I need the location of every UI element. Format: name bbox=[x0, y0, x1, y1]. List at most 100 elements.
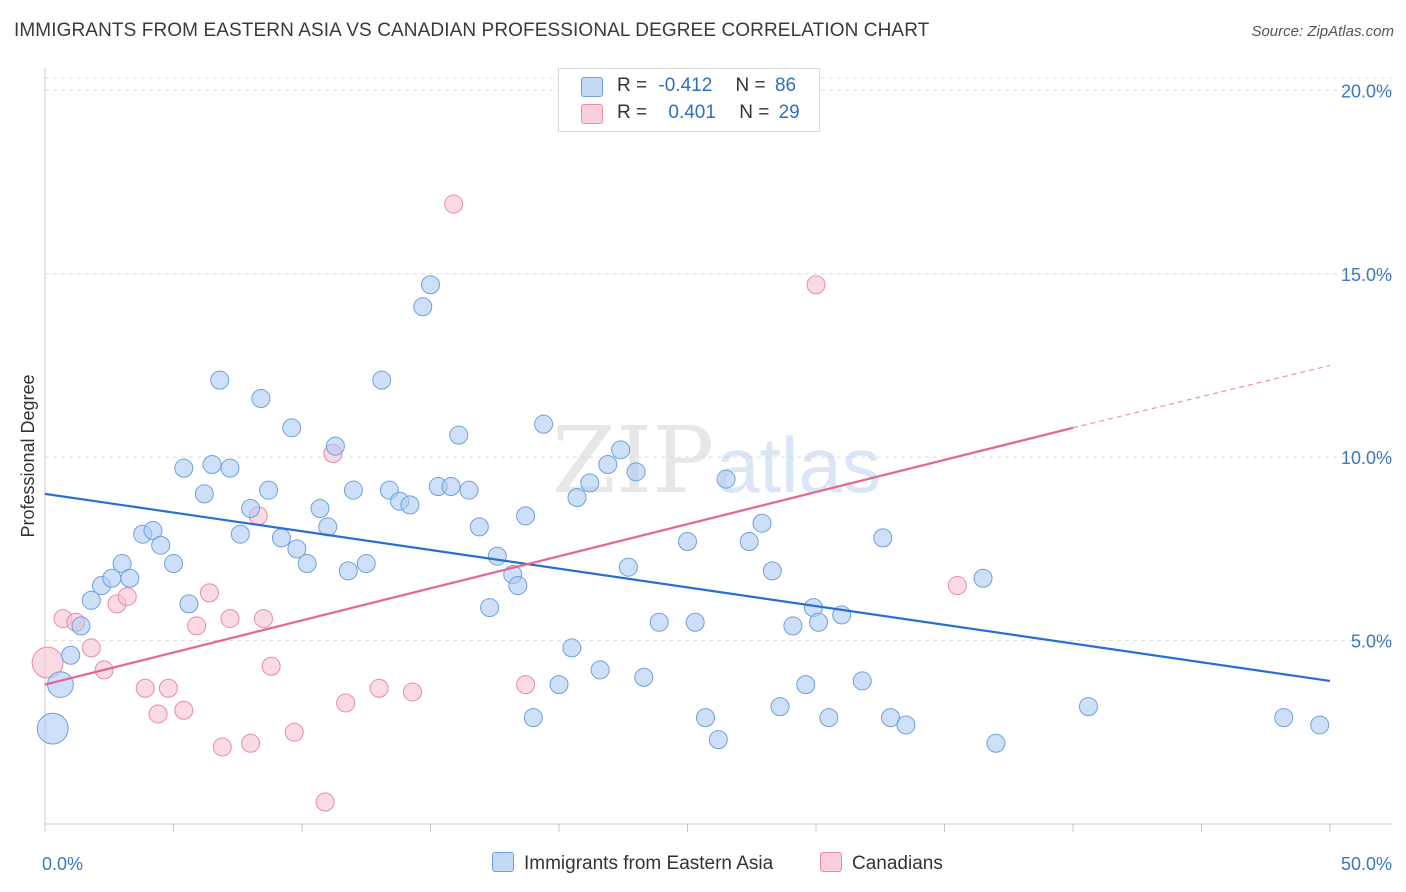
trend-line-eastern-asia bbox=[44, 492, 1331, 683]
eastern-asia-point bbox=[796, 675, 816, 695]
axes bbox=[44, 68, 1392, 832]
eastern-asia-point bbox=[618, 557, 638, 577]
bottom-legend-swatch-blue bbox=[492, 852, 514, 872]
watermark-atlas: atlas bbox=[716, 421, 881, 509]
canadians-point bbox=[315, 792, 335, 812]
eastern-asia-point bbox=[421, 275, 440, 295]
eastern-asia-point bbox=[325, 436, 345, 456]
canadians-point bbox=[220, 609, 240, 629]
eastern-asia-point bbox=[752, 513, 772, 533]
stats-legend: R = -0.412 N = 86 R = 0.401 N = 29 bbox=[558, 68, 820, 132]
eastern-asia-point bbox=[1310, 715, 1330, 735]
legend-n-label: N = bbox=[739, 102, 770, 123]
eastern-asia-point bbox=[634, 667, 654, 687]
eastern-asia-point bbox=[164, 554, 183, 574]
canadians-point bbox=[212, 737, 232, 757]
eastern-asia-point bbox=[590, 660, 610, 680]
eastern-asia-point bbox=[986, 733, 1006, 753]
eastern-asia-point bbox=[71, 616, 91, 636]
eastern-asia-point bbox=[809, 612, 829, 632]
canadians-point bbox=[947, 576, 967, 596]
canadians-point bbox=[261, 656, 281, 676]
chart-title: IMMIGRANTS FROM EASTERN ASIA VS CANADIAN… bbox=[14, 20, 930, 41]
eastern-asia-point bbox=[598, 455, 618, 475]
canadians-points bbox=[31, 194, 967, 812]
canadians-point bbox=[117, 587, 137, 607]
legend-r-value: 0.401 bbox=[668, 102, 716, 123]
y-tick-label: 10.0% bbox=[1341, 448, 1392, 468]
eastern-asia-point bbox=[143, 521, 163, 541]
gridlines bbox=[45, 77, 1392, 642]
bottom-legend-canadians: Canadians bbox=[820, 852, 943, 875]
canadians-point bbox=[336, 693, 356, 713]
canadians-point bbox=[444, 194, 464, 214]
eastern-asia-point bbox=[783, 616, 803, 636]
eastern-asia-point bbox=[1078, 697, 1098, 717]
canadians-point bbox=[158, 678, 178, 698]
canadians-point bbox=[241, 733, 261, 753]
eastern-asia-point bbox=[343, 480, 363, 500]
canadians-point bbox=[284, 722, 304, 742]
eastern-asia-point bbox=[708, 730, 728, 750]
legend-r-label: R = bbox=[617, 102, 648, 123]
trend-line-canadians bbox=[44, 426, 1074, 686]
canadians-point bbox=[187, 616, 207, 636]
eastern-asia-point bbox=[259, 480, 279, 500]
eastern-asia-point bbox=[695, 708, 715, 728]
eastern-asia-point bbox=[611, 440, 631, 460]
eastern-asia-point bbox=[297, 554, 317, 574]
eastern-asia-point bbox=[873, 528, 893, 548]
canadians-point bbox=[148, 704, 168, 724]
eastern-asia-point bbox=[287, 539, 307, 559]
y-tick-label: 15.0% bbox=[1341, 265, 1392, 285]
canadians-point bbox=[403, 682, 423, 702]
bottom-legend-eastern-asia: Immigrants from Eastern Asia bbox=[492, 852, 773, 875]
canadians-point bbox=[135, 678, 155, 698]
x-tick-labels: 0.0% 50.0% bbox=[42, 854, 1392, 874]
eastern-asia-point bbox=[210, 370, 230, 390]
canadians-point bbox=[806, 275, 826, 295]
y-axis-label: Professional Degree bbox=[18, 374, 38, 537]
eastern-asia-point bbox=[480, 598, 500, 618]
eastern-asia-point bbox=[151, 535, 171, 555]
legend-r-label: R = bbox=[617, 75, 648, 96]
eastern-asia-point bbox=[220, 458, 240, 478]
source-label: Source: ZipAtlas.com bbox=[1251, 23, 1394, 40]
eastern-asia-point bbox=[896, 715, 916, 735]
trend-line-canadians-extension bbox=[1072, 364, 1331, 429]
eastern-asia-point bbox=[241, 499, 261, 519]
bottom-legend-label-pink: Canadians bbox=[852, 853, 943, 874]
eastern-asia-point bbox=[202, 455, 222, 475]
eastern-asia-points bbox=[36, 275, 1330, 753]
eastern-asia-point bbox=[179, 594, 199, 614]
y-tick-labels: 5.0% 10.0% 15.0% 20.0% bbox=[1341, 81, 1392, 651]
eastern-asia-point bbox=[770, 697, 790, 717]
y-tick-label: 20.0% bbox=[1341, 81, 1392, 101]
x-tick-label: 0.0% bbox=[42, 854, 83, 874]
legend-n-label: N = bbox=[735, 75, 766, 96]
eastern-asia-point bbox=[649, 612, 669, 632]
eastern-asia-point bbox=[469, 517, 489, 537]
bottom-legend-swatch-pink bbox=[820, 852, 842, 872]
eastern-asia-point bbox=[441, 477, 461, 497]
y-tick-label: 5.0% bbox=[1351, 632, 1392, 652]
canadians-point bbox=[369, 678, 389, 698]
legend-swatch-blue bbox=[581, 77, 603, 97]
eastern-asia-point bbox=[282, 418, 302, 438]
legend-n-value: 29 bbox=[778, 102, 800, 123]
bottom-legend-label-blue: Immigrants from Eastern Asia bbox=[524, 853, 774, 874]
legend-n-value: 86 bbox=[774, 75, 797, 96]
eastern-asia-point bbox=[449, 425, 469, 445]
eastern-asia-point bbox=[562, 638, 582, 658]
canadians-point bbox=[516, 675, 536, 695]
eastern-asia-point bbox=[36, 712, 69, 745]
eastern-asia-point bbox=[194, 484, 214, 504]
eastern-asia-point bbox=[549, 675, 569, 695]
legend-swatch-pink bbox=[581, 104, 603, 124]
eastern-asia-point bbox=[567, 488, 587, 508]
eastern-asia-point bbox=[973, 568, 993, 588]
eastern-asia-point bbox=[47, 671, 74, 698]
eastern-asia-point bbox=[739, 532, 759, 552]
eastern-asia-point bbox=[400, 495, 420, 515]
eastern-asia-point bbox=[230, 524, 250, 544]
